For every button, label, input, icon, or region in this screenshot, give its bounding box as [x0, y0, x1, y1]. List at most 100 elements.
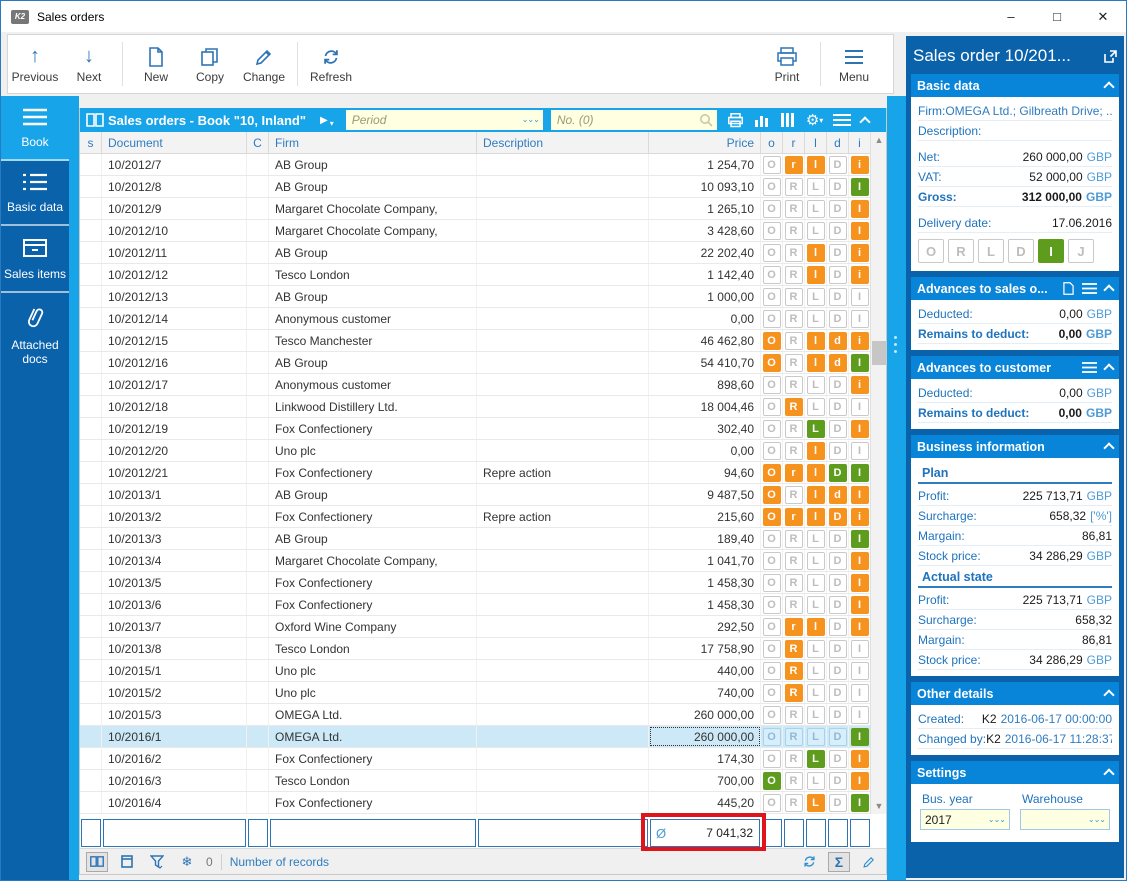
table-row[interactable]: 10/2012/14 Anonymous customer 0,00 O R L D I: [80, 308, 871, 330]
section-menu-icon[interactable]: [1082, 283, 1097, 294]
section-business-information-header[interactable]: Business information: [911, 435, 1119, 458]
table-row[interactable]: 10/2013/3 AB Group 189,40 O R L D I: [80, 528, 871, 550]
dropdown-warehouse[interactable]: ⌄⌄⌄: [1020, 809, 1110, 830]
table-row[interactable]: 10/2013/4 Margaret Chocolate Company, 1 04…: [80, 550, 871, 572]
section-other-details-header[interactable]: Other details: [911, 682, 1119, 705]
table-row[interactable]: 10/2013/5 Fox Confectionery 1 458,30 O R L D I: [80, 572, 871, 594]
filter-icon[interactable]: [146, 852, 168, 872]
column-header-d[interactable]: d: [827, 132, 849, 153]
dropdown-bus-year[interactable]: 2017 ⌄⌄⌄: [920, 809, 1010, 830]
sidebar-item-book[interactable]: Book: [1, 96, 69, 161]
table-row[interactable]: 10/2013/6 Fox Confectionery 1 458,30 O R L D I: [80, 594, 871, 616]
no-filter-input[interactable]: [550, 110, 699, 130]
new-document-icon[interactable]: [1063, 282, 1074, 295]
table-row[interactable]: 10/2015/1 Uno plc 440,00 O R L D I: [80, 660, 871, 682]
column-header-r[interactable]: r: [783, 132, 805, 153]
sum-button[interactable]: Σ: [828, 851, 850, 872]
table-row[interactable]: 10/2012/21 Fox Confectionery Repre action 9…: [80, 462, 871, 484]
section-basic-data-header[interactable]: Basic data: [911, 74, 1119, 97]
table-row[interactable]: 10/2013/8 Tesco London 17 758,90 O R L D I: [80, 638, 871, 660]
section-advances-sales-header[interactable]: Advances to sales o...: [911, 277, 1119, 300]
status-flag: l: [806, 353, 825, 372]
chevron-up-icon[interactable]: [1103, 283, 1115, 296]
maximize-button[interactable]: □: [1053, 9, 1061, 24]
table-row[interactable]: 10/2012/9 Margaret Chocolate Company, 1 26…: [80, 198, 871, 220]
chevron-up-icon[interactable]: [1103, 767, 1115, 780]
column-header-o[interactable]: o: [761, 132, 783, 153]
table-row[interactable]: 10/2016/2 Fox Confectionery 174,30 O R L D I: [80, 748, 871, 770]
collapse-icon[interactable]: [859, 115, 871, 128]
edit-pencil-icon[interactable]: [858, 852, 880, 872]
chart-icon[interactable]: [754, 113, 770, 127]
section-advances-customer-header[interactable]: Advances to customer: [911, 356, 1119, 379]
period-dropdown-icon[interactable]: ⌄⌄⌄: [517, 110, 543, 130]
external-link-icon[interactable]: [1104, 50, 1117, 63]
column-header-Price[interactable]: Price: [649, 132, 761, 153]
table-row[interactable]: 10/2016/1 OMEGA Ltd. 260 000,00 O R L D I: [80, 726, 871, 748]
column-header-s[interactable]: s: [80, 132, 102, 153]
next-button[interactable]: ↓ Next: [76, 45, 102, 84]
table-row[interactable]: 10/2016/3 Tesco London 700,00 O R L D I: [80, 770, 871, 792]
column-header-l[interactable]: l: [805, 132, 827, 153]
column-header-Document[interactable]: Document: [102, 132, 247, 153]
section-menu-icon[interactable]: [1082, 362, 1097, 373]
play-icon[interactable]: ▶: [320, 114, 328, 126]
table-row[interactable]: 10/2012/8 AB Group 10 093,10 O R L D I: [80, 176, 871, 198]
table-row[interactable]: 10/2015/3 OMEGA Ltd. 260 000,00 O R L D I: [80, 704, 871, 726]
scroll-down-arrow[interactable]: ▼: [874, 801, 884, 811]
table-row[interactable]: 10/2013/2 Fox Confectionery Repre action 21…: [80, 506, 871, 528]
book-dropdown-icon[interactable]: ▾: [329, 118, 334, 128]
table-vertical-scrollbar[interactable]: ▲ ▼: [870, 132, 886, 814]
sidebar-item-sales-items[interactable]: Sales items: [1, 226, 69, 293]
chevron-up-icon[interactable]: [1103, 80, 1115, 93]
scroll-thumb[interactable]: [872, 341, 886, 365]
panel-splitter[interactable]: [887, 96, 906, 880]
table-row[interactable]: 10/2012/13 AB Group 1 000,00 O R L D I: [80, 286, 871, 308]
section-settings-header[interactable]: Settings: [911, 761, 1119, 784]
print-table-icon[interactable]: [727, 112, 744, 128]
minimize-button[interactable]: –: [1007, 9, 1015, 24]
column-header-C[interactable]: C: [247, 132, 269, 153]
previous-button[interactable]: ↑ Previous: [11, 45, 59, 84]
refresh-small-icon[interactable]: [798, 852, 820, 872]
column-header-Description[interactable]: Description: [477, 132, 649, 153]
chevron-up-icon[interactable]: [1103, 362, 1115, 375]
table-row[interactable]: 10/2012/18 Linkwood Distillery Ltd. 18 004…: [80, 396, 871, 418]
gear-icon[interactable]: ⚙ ▾: [805, 112, 824, 129]
menu-button[interactable]: Menu: [827, 38, 881, 90]
chevron-up-icon[interactable]: [1103, 441, 1115, 454]
columns-icon[interactable]: [780, 113, 796, 127]
table-row[interactable]: 10/2016/4 Fox Confectionery 445,20 O R L D I: [80, 792, 871, 814]
column-header-Firm[interactable]: Firm: [269, 132, 477, 153]
status-flag: O: [762, 375, 781, 394]
card-view-button[interactable]: [116, 852, 138, 872]
close-button[interactable]: ✕: [1097, 8, 1109, 24]
chevron-up-icon[interactable]: [1103, 688, 1115, 701]
detail-row: Surcharge: 658,32: [918, 610, 1112, 630]
refresh-button[interactable]: Refresh: [304, 38, 358, 90]
table-row[interactable]: 10/2012/10 Margaret Chocolate Company, 3 4…: [80, 220, 871, 242]
period-filter-input[interactable]: [345, 110, 518, 130]
book-view-button[interactable]: [86, 851, 108, 872]
column-header-i[interactable]: i: [849, 132, 871, 153]
scroll-up-arrow[interactable]: ▲: [874, 135, 884, 145]
new-button[interactable]: New: [129, 38, 183, 90]
print-button[interactable]: Print: [760, 38, 814, 90]
snowflake-icon[interactable]: ❄: [181, 853, 193, 869]
sidebar-item-attached-docs[interactable]: Attached docs: [1, 293, 69, 376]
sidebar-item-basic-data[interactable]: Basic data: [1, 161, 69, 226]
table-row[interactable]: 10/2015/2 Uno plc 740,00 O R L D I: [80, 682, 871, 704]
table-menu-icon[interactable]: [833, 114, 852, 126]
change-button[interactable]: Change: [237, 38, 291, 90]
copy-button[interactable]: Copy: [183, 38, 237, 90]
table-row[interactable]: 10/2012/19 Fox Confectionery 302,40 O R L D I: [80, 418, 871, 440]
